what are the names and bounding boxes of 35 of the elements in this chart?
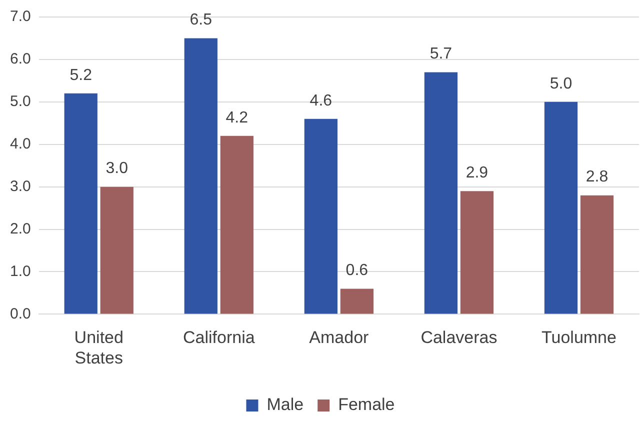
bar xyxy=(304,118,338,314)
data-label: 5.7 xyxy=(430,46,452,63)
y-tick-label: 4.0 xyxy=(10,136,31,153)
bar xyxy=(424,72,458,314)
data-label: 5.2 xyxy=(70,66,92,84)
data-label: 2.8 xyxy=(586,168,608,186)
y-tick-label: 7.0 xyxy=(10,8,31,26)
legend-label: Male xyxy=(266,395,304,414)
y-tick-label: 3.0 xyxy=(10,178,31,195)
data-label: 3.0 xyxy=(106,160,128,178)
x-tick-label: United States xyxy=(74,328,124,368)
x-tick-label: Amador xyxy=(309,328,370,348)
data-label: 5.0 xyxy=(550,75,572,92)
data-label: 4.6 xyxy=(310,92,332,110)
x-tick-label: California xyxy=(182,328,256,348)
data-label: 2.9 xyxy=(466,164,488,182)
bar xyxy=(184,38,218,314)
legend-label: Female xyxy=(338,395,395,414)
bar xyxy=(64,93,98,314)
y-tick-label: 2.0 xyxy=(10,220,31,238)
bar xyxy=(460,191,494,314)
bar xyxy=(580,195,614,314)
data-label: 4.2 xyxy=(226,109,248,126)
y-tick-label: 0.0 xyxy=(10,305,31,322)
y-tick-label: 6.0 xyxy=(10,50,31,68)
x-tick-label: Tuolumne xyxy=(542,328,616,348)
bar xyxy=(544,102,578,314)
y-tick-label: 5.0 xyxy=(10,93,31,110)
y-tick-label: 1.0 xyxy=(10,262,31,280)
data-label: 0.6 xyxy=(346,262,368,280)
bar xyxy=(220,136,254,314)
bar xyxy=(100,186,134,314)
bar xyxy=(340,288,374,314)
x-tick-label: Calaveras xyxy=(420,328,498,348)
data-label: 6.5 xyxy=(190,12,212,29)
